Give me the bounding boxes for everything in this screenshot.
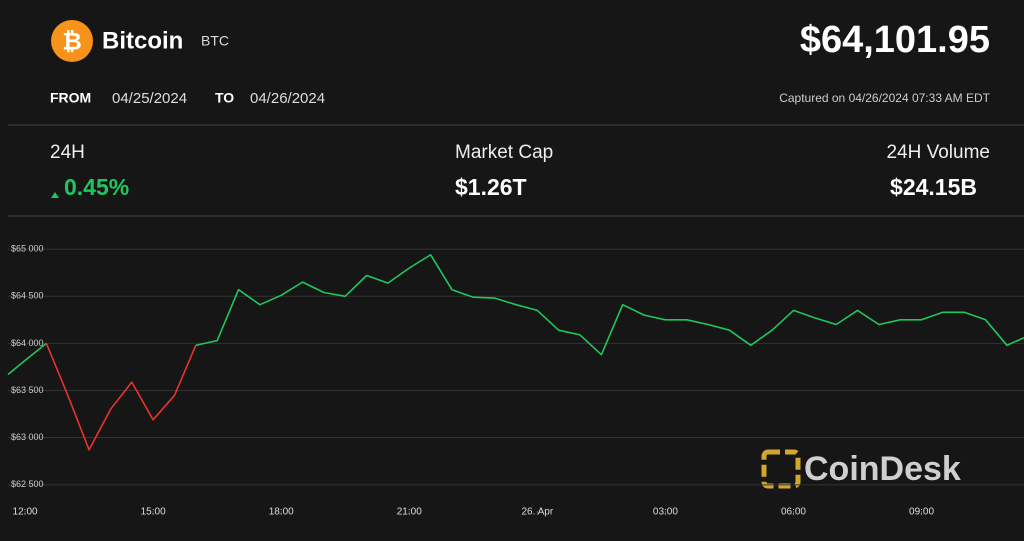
from-label: FROM xyxy=(50,90,91,106)
btc-logo-symbol: ₿ xyxy=(62,28,82,55)
x-tick-label: 03:00 xyxy=(653,507,678,518)
to-label: TO xyxy=(215,90,234,106)
up-arrow xyxy=(51,192,59,198)
stat-label: Market Cap xyxy=(455,142,553,163)
stat-label: 24H xyxy=(50,142,85,163)
to-date: 04/26/2024 xyxy=(250,90,325,107)
stat-value: $24.15B xyxy=(890,174,977,200)
stat-value: $1.26T xyxy=(455,174,527,200)
x-tick-label: 15:00 xyxy=(141,507,166,518)
x-tick-label: 09:00 xyxy=(909,507,934,518)
price-line xyxy=(45,343,197,451)
y-tick-label: $63 000 xyxy=(11,432,44,442)
coin-ticker: BTC xyxy=(201,33,229,49)
coin-name: Bitcoin xyxy=(102,27,183,54)
stat-value: 0.45% xyxy=(64,174,129,200)
price: $64,101.95 xyxy=(800,19,990,61)
x-tick-label: 12:00 xyxy=(13,507,38,518)
y-tick-label: $63 500 xyxy=(11,385,44,395)
y-tick-label: $62 500 xyxy=(11,479,44,489)
from-date: 04/25/2024 xyxy=(112,90,187,107)
stat-label: 24H Volume xyxy=(886,142,990,163)
x-tick-label: 18:00 xyxy=(269,507,294,518)
y-tick-label: $65 000 xyxy=(11,243,44,253)
y-tick-label: $64 500 xyxy=(11,291,44,301)
btc-logo xyxy=(51,20,93,62)
captured: Captured on 04/26/2024 07:33 AM EDT xyxy=(779,91,990,105)
y-tick-label: $64 000 xyxy=(11,338,44,348)
x-tick-label: 21:00 xyxy=(397,507,422,518)
x-tick-label: 26. Apr xyxy=(521,507,553,518)
watermark: CoinDesk xyxy=(804,450,961,488)
watermark-logo xyxy=(761,449,801,489)
price-line xyxy=(7,254,1024,376)
x-tick-label: 06:00 xyxy=(781,507,806,518)
plot: $62 500 $63 000 $63 500 $64 000 $64 500 $65 0… xyxy=(7,243,1024,518)
